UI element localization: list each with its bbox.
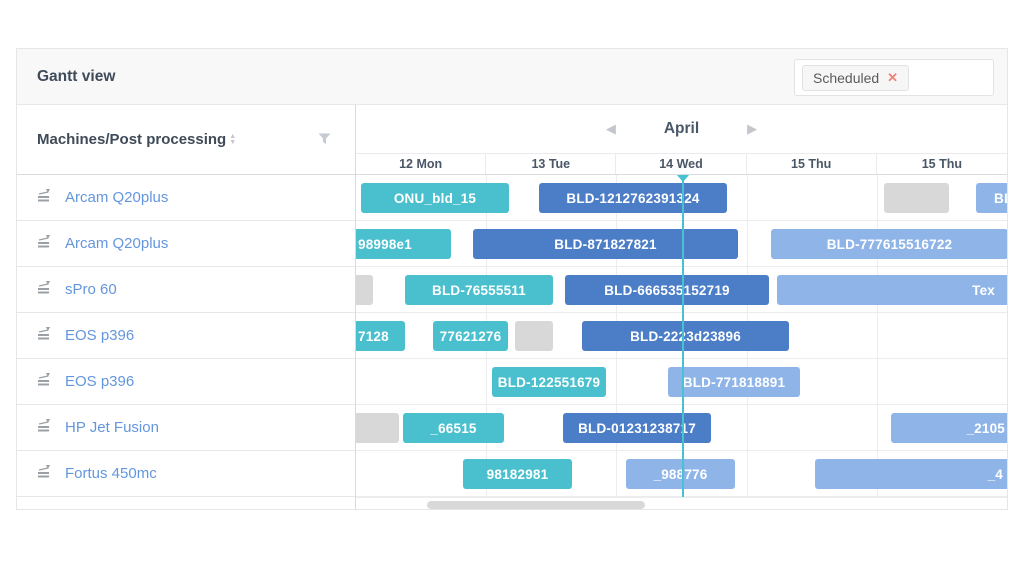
today-marker-icon — [677, 175, 689, 182]
gantt-bar[interactable]: BLD-1212762391324 — [539, 183, 727, 213]
sort-icon[interactable]: ▲ ▼ — [229, 132, 237, 146]
machine-row: Arcam Q20plus — [17, 175, 355, 221]
filter-funnel-icon[interactable] — [318, 132, 331, 150]
gantt-row: 7128 77621276 BLD-2223d23896 — [356, 313, 1007, 359]
gantt-bar[interactable]: BLD-122551679 — [492, 367, 606, 397]
day-header-cell: 12 Mon — [356, 154, 487, 174]
grid-column-line — [876, 175, 878, 497]
gantt-bar[interactable]: _988776 — [626, 459, 735, 489]
machines-column-title: Machines/Post processing — [37, 131, 227, 148]
timeline-month-header: ◀ April ▶ — [356, 105, 1007, 153]
gantt-bar-placeholder[interactable] — [356, 413, 399, 443]
gantt-bar[interactable]: 98182981 — [463, 459, 572, 489]
printer-icon — [37, 234, 53, 254]
machine-row: Arcam Q20plus — [17, 221, 355, 267]
printer-icon — [37, 326, 53, 346]
panel-titlebar: Gantt view Scheduled ✕ — [17, 49, 1007, 105]
gantt-bar[interactable]: BL — [976, 183, 1007, 213]
page-title: Gantt view — [37, 67, 116, 85]
machine-row: EOS p396 — [17, 359, 355, 405]
printer-icon — [37, 418, 53, 438]
day-header-cell: 15 Thu — [921, 157, 962, 171]
machine-row: Fortus 450mc — [17, 451, 355, 497]
gantt-bar[interactable]: ONU_bld_15 — [361, 183, 509, 213]
machines-column-header: Machines/Post processing ▲ ▼ — [17, 105, 355, 175]
gantt-bar[interactable]: BLD-666535152719 — [565, 275, 769, 305]
machine-row: sPro 60 — [17, 267, 355, 313]
gantt-row: BLD-76555511 BLD-666535152719 Tex — [356, 267, 1007, 313]
machine-link[interactable]: HP Jet Fusion — [65, 419, 159, 436]
day-header-cell: 15 Thu — [747, 154, 877, 174]
machine-row: EOS p396 — [17, 313, 355, 359]
printer-icon — [37, 372, 53, 392]
gantt-bar-placeholder[interactable] — [884, 183, 949, 213]
gantt-bar[interactable]: BLD-871827821 — [473, 229, 738, 259]
machine-link[interactable]: Arcam Q20plus — [65, 235, 169, 252]
printer-icon — [37, 464, 53, 484]
machine-link[interactable]: sPro 60 — [65, 281, 117, 298]
gantt-bar[interactable]: BLD-01231238717 — [563, 413, 711, 443]
gantt-bar[interactable]: BLD-2223d23896 — [582, 321, 789, 351]
gantt-bar-placeholder[interactable] — [515, 321, 553, 351]
horizontal-scrollbar — [356, 497, 1007, 509]
gantt-bar[interactable]: _2105 — [891, 413, 1007, 443]
today-line — [682, 175, 684, 497]
machine-list: Arcam Q20plus Arcam Q20plus sPro 60 EOS p39… — [17, 175, 355, 497]
machine-link[interactable]: Arcam Q20plus — [65, 189, 169, 206]
gantt-row: 98998e1 BLD-871827821 BLD-777615516722 — [356, 221, 1007, 267]
machine-link[interactable]: EOS p396 — [65, 327, 135, 344]
gantt-row: _66515 BLD-01231238717 _2105 — [356, 405, 1007, 451]
gantt-bar[interactable]: BLD-777615516722 — [771, 229, 1007, 259]
panel-body: Machines/Post processing ▲ ▼ Arcam Q20pl… — [17, 105, 1007, 509]
filter-chip-label: Scheduled — [813, 69, 880, 86]
gantt-bar[interactable]: BLD-76555511 — [405, 275, 553, 305]
chip-close-icon[interactable]: ✕ — [887, 69, 899, 85]
prev-month-icon[interactable]: ◀ — [605, 121, 616, 136]
gantt-panel: Gantt view Scheduled ✕ Machines/Post pro… — [16, 48, 1008, 510]
machines-column: Machines/Post processing ▲ ▼ Arcam Q20pl… — [17, 105, 356, 509]
machine-link[interactable]: Fortus 450mc — [65, 465, 157, 482]
machine-row: HP Jet Fusion — [17, 405, 355, 451]
day-header-cell: 14 Wed — [616, 154, 747, 174]
printer-icon — [37, 280, 53, 300]
gantt-bar[interactable]: 77621276 — [433, 321, 508, 351]
gantt-row: 98182981 _988776 _4 — [356, 451, 1007, 497]
month-label: April — [663, 120, 700, 137]
printer-icon — [37, 188, 53, 208]
machine-link[interactable]: EOS p396 — [65, 373, 135, 390]
next-month-icon[interactable]: ▶ — [747, 121, 758, 136]
gantt-row: BLD-122551679 BLD-771818891 — [356, 359, 1007, 405]
gantt-bar-placeholder[interactable] — [356, 275, 373, 305]
status-filter-input[interactable]: Scheduled ✕ — [794, 59, 994, 96]
gantt-area: ◀ April ▶ 12 Mon 13 Tue 14 Wed 15 Thu 15 Thu… — [356, 105, 1007, 509]
gantt-rows-area: ONU_bld_15 BLD-1212762391324 BL 98998e1 BLD-… — [356, 175, 1007, 497]
day-header-cell: 13 Tue — [486, 154, 617, 174]
scrollbar-thumb[interactable] — [427, 501, 645, 509]
gantt-bar[interactable]: BLD-771818891 — [668, 367, 800, 397]
gantt-row: ONU_bld_15 BLD-1212762391324 BL — [356, 175, 1007, 221]
gantt-bar[interactable]: _66515 — [403, 413, 504, 443]
gantt-bar[interactable]: Tex — [777, 275, 1007, 305]
sort-up-caret: ▲ — [229, 132, 237, 140]
gantt-bar[interactable]: 7128 — [356, 321, 405, 351]
timeline-day-header: 12 Mon 13 Tue 14 Wed 15 Thu 15 Thu — [356, 153, 1007, 175]
filter-chip-scheduled[interactable]: Scheduled ✕ — [802, 64, 910, 91]
gantt-bar[interactable]: _4 — [815, 459, 1007, 489]
gantt-bar[interactable]: 98998e1 — [356, 229, 451, 259]
sort-down-caret: ▼ — [229, 138, 237, 146]
